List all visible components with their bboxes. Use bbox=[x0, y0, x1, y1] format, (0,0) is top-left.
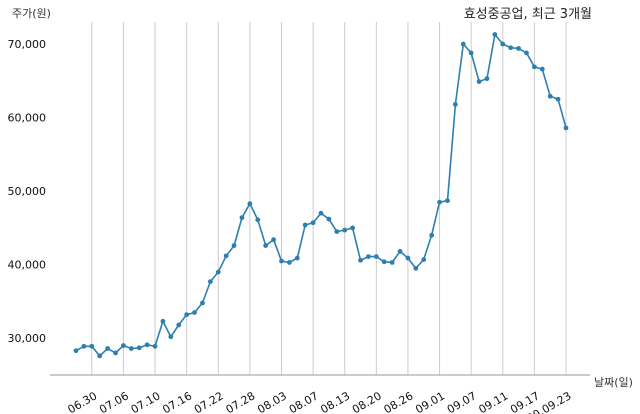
data-point bbox=[397, 249, 403, 254]
data-point bbox=[452, 101, 458, 107]
data-point bbox=[445, 198, 450, 204]
x-tick-label: 09.11 bbox=[476, 389, 510, 414]
x-tick-label: 08.20 bbox=[350, 389, 384, 414]
x-tick-label: 07.16 bbox=[160, 389, 194, 414]
data-point bbox=[500, 41, 506, 47]
data-point bbox=[136, 345, 142, 351]
data-point bbox=[334, 229, 340, 234]
data-point bbox=[350, 225, 356, 231]
data-point bbox=[476, 79, 482, 84]
data-point bbox=[192, 310, 197, 315]
data-point bbox=[421, 257, 427, 262]
data-point bbox=[405, 255, 411, 261]
data-point bbox=[524, 50, 529, 56]
data-point bbox=[152, 343, 158, 349]
data-point bbox=[255, 217, 261, 223]
x-tick-label: 07.10 bbox=[129, 389, 163, 414]
data-point bbox=[231, 243, 237, 248]
data-point bbox=[113, 350, 118, 356]
y-tick-label: 60,000 bbox=[8, 112, 47, 125]
data-points bbox=[73, 32, 569, 359]
data-point bbox=[128, 346, 134, 351]
data-point bbox=[539, 66, 545, 72]
data-point bbox=[263, 243, 269, 248]
data-point bbox=[168, 334, 174, 340]
y-axis-ticks: 30,000 40,000 50,000 60,000 70,000 bbox=[8, 38, 47, 345]
data-point bbox=[508, 45, 514, 51]
data-point bbox=[215, 269, 221, 275]
x-tick-label: 08.26 bbox=[382, 389, 416, 414]
data-point bbox=[302, 222, 308, 228]
data-point bbox=[342, 227, 348, 233]
data-point bbox=[460, 41, 466, 47]
data-point bbox=[89, 343, 95, 349]
x-tick-label: 07.28 bbox=[224, 389, 258, 414]
data-point bbox=[310, 220, 316, 226]
x-tick-label: 08.07 bbox=[287, 389, 321, 414]
data-point bbox=[121, 343, 126, 348]
data-point bbox=[468, 50, 474, 56]
data-point bbox=[271, 237, 276, 243]
data-point bbox=[381, 259, 387, 265]
data-point bbox=[373, 254, 379, 259]
y-tick-label: 30,000 bbox=[8, 332, 47, 345]
data-point bbox=[318, 210, 324, 216]
data-point bbox=[223, 253, 229, 259]
data-point bbox=[555, 96, 561, 102]
y-tick-label: 70,000 bbox=[8, 38, 47, 51]
x-axis-title: 날짜(일) bbox=[594, 375, 633, 389]
data-point bbox=[144, 342, 150, 348]
data-point bbox=[184, 312, 190, 318]
data-point bbox=[97, 353, 103, 359]
x-tick-label: 09.01 bbox=[413, 389, 447, 414]
data-point bbox=[484, 76, 490, 82]
data-point bbox=[160, 318, 166, 324]
data-point bbox=[286, 260, 292, 265]
y-tick-label: 50,000 bbox=[8, 185, 47, 198]
x-tick-label: 08.03 bbox=[255, 389, 289, 414]
data-point bbox=[247, 201, 253, 207]
data-point bbox=[547, 93, 553, 99]
series-line bbox=[75, 32, 567, 358]
y-tick-label: 40,000 bbox=[8, 259, 47, 272]
data-point bbox=[105, 346, 111, 351]
data-point bbox=[389, 260, 395, 265]
data-point bbox=[81, 343, 87, 349]
data-point bbox=[437, 199, 442, 205]
x-axis-ticks: 06.3007.0607.1007.1607.2207.2808.0308.07… bbox=[66, 389, 574, 414]
data-point bbox=[279, 258, 284, 264]
data-point bbox=[200, 300, 205, 306]
chart-title: 효성중공업, 최근 3개월 bbox=[464, 7, 592, 22]
data-point bbox=[73, 348, 79, 354]
data-point bbox=[531, 64, 537, 70]
x-tick-label: 09.07 bbox=[445, 389, 479, 414]
data-point bbox=[413, 265, 419, 271]
x-tick-label: 08.13 bbox=[318, 389, 352, 414]
x-tick-label: 07.22 bbox=[192, 389, 226, 414]
gridlines bbox=[91, 22, 567, 375]
y-axis-title: 주가(원) bbox=[12, 7, 51, 20]
data-point bbox=[207, 279, 213, 285]
data-point bbox=[239, 215, 245, 221]
data-point bbox=[176, 322, 182, 328]
data-point bbox=[326, 216, 332, 222]
data-point bbox=[516, 46, 521, 51]
data-point bbox=[429, 232, 435, 238]
data-point bbox=[492, 32, 498, 37]
data-point bbox=[563, 125, 569, 131]
x-tick-label: 06.30 bbox=[66, 389, 100, 414]
x-tick-label: 07.06 bbox=[97, 389, 131, 414]
data-point bbox=[366, 254, 371, 259]
data-point bbox=[294, 255, 300, 261]
data-point bbox=[358, 257, 363, 263]
